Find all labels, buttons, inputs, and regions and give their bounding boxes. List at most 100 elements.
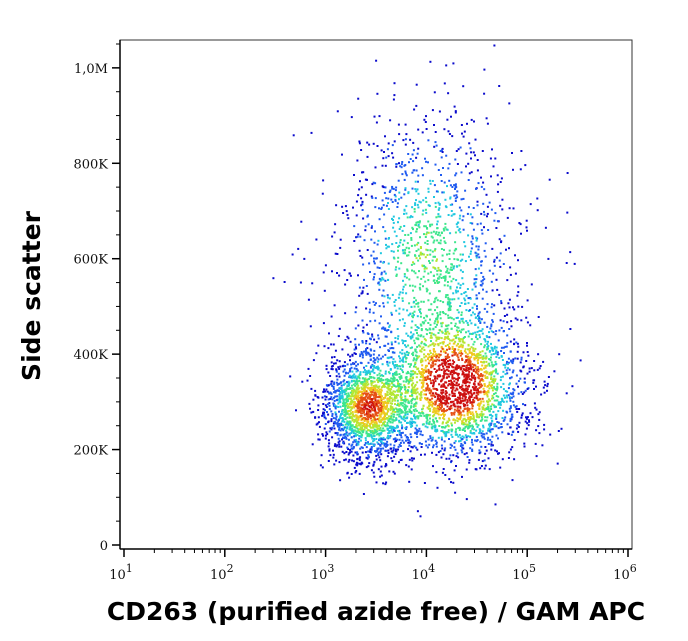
data-point [436, 220, 439, 223]
data-point [465, 364, 468, 367]
data-point [347, 392, 350, 395]
data-point [467, 179, 470, 181]
data-point [371, 398, 373, 401]
data-point [364, 225, 367, 228]
data-point [491, 363, 494, 366]
data-point [484, 366, 487, 369]
data-point [398, 419, 401, 422]
data-point [447, 338, 450, 340]
data-point [480, 414, 482, 417]
data-point [413, 262, 416, 265]
data-point [354, 434, 357, 437]
data-point [402, 441, 405, 444]
data-point [467, 426, 470, 429]
data-point [362, 493, 365, 495]
data-point [488, 201, 491, 204]
data-point [516, 318, 519, 321]
data-point [378, 267, 381, 269]
data-point [349, 359, 351, 362]
data-point [429, 249, 432, 252]
data-point [369, 308, 371, 311]
data-point [369, 271, 371, 273]
data-point [535, 455, 538, 458]
data-point [401, 173, 404, 176]
data-point [359, 373, 362, 376]
data-point [430, 382, 433, 385]
data-point [399, 402, 402, 405]
data-point [482, 202, 485, 205]
data-point [446, 373, 449, 376]
data-point [342, 212, 345, 214]
data-point [531, 416, 534, 419]
data-point [413, 457, 415, 460]
data-point [426, 315, 428, 318]
data-point [400, 163, 403, 166]
data-point [380, 357, 383, 360]
data-point [400, 403, 403, 406]
data-point [339, 238, 342, 241]
data-point [525, 427, 528, 430]
data-point [424, 319, 427, 322]
data-point [332, 391, 335, 394]
data-point [429, 370, 432, 373]
data-point [450, 317, 453, 320]
data-point [440, 456, 443, 459]
data-point [543, 428, 546, 431]
data-point [423, 316, 426, 319]
data-point [351, 443, 354, 446]
data-point [392, 156, 395, 159]
data-point [387, 245, 390, 248]
data-point [442, 389, 445, 391]
data-point [419, 371, 422, 374]
data-point [426, 384, 429, 387]
data-point [446, 400, 448, 403]
data-point [522, 351, 525, 354]
data-point [509, 382, 511, 385]
data-point [479, 430, 481, 433]
data-point [464, 404, 466, 406]
data-point [334, 422, 337, 425]
data-point [464, 348, 467, 351]
data-point [467, 360, 470, 363]
data-point [412, 397, 414, 400]
data-point [475, 294, 478, 297]
data-point [535, 385, 537, 388]
data-point [359, 355, 362, 358]
data-point [391, 360, 394, 363]
data-point [370, 382, 373, 385]
data-point [480, 378, 483, 381]
data-point [358, 424, 361, 427]
data-point [342, 370, 345, 373]
data-point [393, 364, 396, 367]
data-point [380, 442, 383, 445]
data-point [404, 170, 407, 173]
data-point [475, 354, 478, 357]
data-point [426, 397, 429, 400]
data-point [419, 412, 422, 415]
data-point [491, 319, 494, 322]
data-point [483, 68, 486, 71]
data-point [370, 401, 373, 404]
data-point [406, 405, 409, 408]
data-point [377, 358, 380, 361]
data-point [442, 385, 445, 388]
data-point [355, 367, 358, 370]
data-point [475, 254, 478, 257]
data-point [411, 424, 414, 427]
data-point [339, 415, 342, 418]
data-point [342, 383, 345, 386]
data-point [375, 384, 378, 387]
data-point [469, 429, 472, 432]
data-point [398, 360, 401, 363]
data-point [423, 225, 426, 228]
data-point [466, 381, 469, 384]
data-point [421, 347, 423, 350]
data-point [517, 392, 520, 395]
data-point [515, 427, 518, 430]
data-point [376, 377, 379, 380]
data-point [417, 327, 420, 329]
data-point [430, 390, 433, 393]
data-point [445, 402, 448, 405]
data-point [483, 307, 486, 310]
data-point [398, 217, 401, 220]
